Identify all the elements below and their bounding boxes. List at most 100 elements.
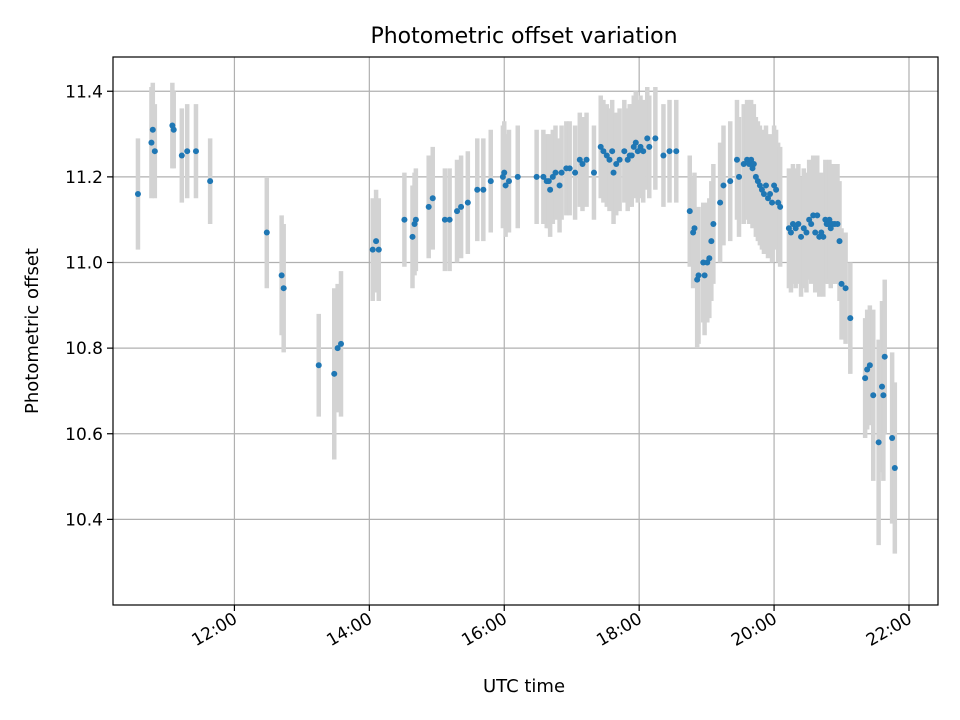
data-point (401, 216, 408, 223)
data-point (862, 375, 869, 382)
data-point (540, 173, 547, 180)
data-point (710, 220, 717, 227)
plot-frame (112, 56, 939, 606)
data-point (847, 315, 854, 322)
data-point (505, 178, 512, 185)
data-point (621, 148, 628, 155)
data-point (446, 216, 453, 223)
data-point (263, 229, 270, 236)
data-point (762, 182, 769, 189)
data-point (795, 220, 802, 227)
y-tick-label: 10.6 (65, 425, 103, 445)
data-point (334, 345, 341, 352)
data-point (673, 148, 680, 155)
chart-title: Photometric offset variation (370, 24, 677, 49)
data-point (767, 191, 774, 197)
data-point (720, 182, 727, 189)
data-point (501, 169, 508, 176)
data-point (875, 439, 882, 446)
data-point (760, 191, 767, 197)
data-point (717, 199, 724, 206)
data-point (338, 340, 345, 347)
data-point (613, 161, 620, 168)
data-point (572, 169, 579, 176)
data-point (634, 148, 641, 155)
data-point (412, 216, 419, 223)
y-tick-label: 11.4 (65, 82, 103, 102)
data-point (652, 135, 659, 142)
data-point (864, 366, 871, 373)
data-point (792, 225, 799, 232)
data-point (514, 173, 521, 180)
y-axis-label: Photometric offset (22, 248, 43, 414)
data-point (803, 229, 810, 236)
data-point (637, 143, 644, 150)
data-point (708, 238, 715, 245)
data-point (474, 186, 481, 193)
y-tick-label: 11.0 (65, 254, 103, 274)
data-point (441, 216, 448, 223)
data-point (836, 238, 843, 245)
data-point (610, 169, 617, 176)
data-point (812, 229, 819, 236)
data-point (331, 370, 338, 377)
data-point (660, 152, 667, 159)
data-point (409, 233, 416, 240)
y-tick-label: 10.4 (65, 510, 103, 530)
data-point (616, 156, 623, 163)
data-point (733, 156, 740, 163)
data-point (487, 178, 494, 185)
data-point (606, 156, 613, 163)
data-point (464, 199, 471, 206)
data-point (800, 225, 807, 232)
data-point (820, 233, 827, 240)
data-point (458, 203, 465, 210)
data-point (814, 212, 821, 219)
data-point (545, 178, 552, 185)
data-point (552, 169, 559, 176)
data-point (640, 148, 647, 155)
data-point (609, 148, 616, 155)
data-point (750, 161, 757, 168)
data-point (879, 383, 886, 390)
data-point (566, 165, 573, 172)
data-point (178, 152, 185, 159)
data-point (691, 225, 698, 232)
data-point (777, 203, 784, 210)
data-point (826, 216, 833, 223)
data-point (558, 169, 565, 176)
data-point (808, 220, 815, 227)
data-point (579, 161, 586, 168)
data-point (644, 135, 651, 142)
data-point (192, 148, 199, 155)
data-point (773, 186, 780, 193)
data-point (880, 392, 887, 399)
data-point (727, 178, 734, 185)
data-point (706, 255, 713, 262)
data-point (576, 156, 583, 163)
data-point (315, 362, 322, 369)
data-point (834, 220, 841, 227)
data-point (480, 186, 487, 193)
data-point (838, 280, 845, 287)
data-point (375, 246, 382, 253)
data-point (866, 362, 873, 369)
data-point (369, 246, 376, 253)
data-point (787, 229, 794, 236)
data-point (149, 126, 156, 133)
data-point (632, 139, 639, 146)
data-point (556, 182, 563, 189)
data-point (429, 195, 436, 202)
y-tick-label: 11.2 (65, 168, 103, 188)
data-point (373, 238, 380, 245)
data-point (881, 353, 888, 360)
data-point (170, 126, 177, 133)
data-point (590, 169, 597, 176)
data-point (870, 392, 877, 399)
x-axis-label: UTC time (483, 676, 565, 697)
data-point (600, 148, 607, 155)
data-point (184, 148, 191, 155)
y-tick-label: 10.8 (65, 339, 103, 359)
data-point (502, 182, 509, 189)
